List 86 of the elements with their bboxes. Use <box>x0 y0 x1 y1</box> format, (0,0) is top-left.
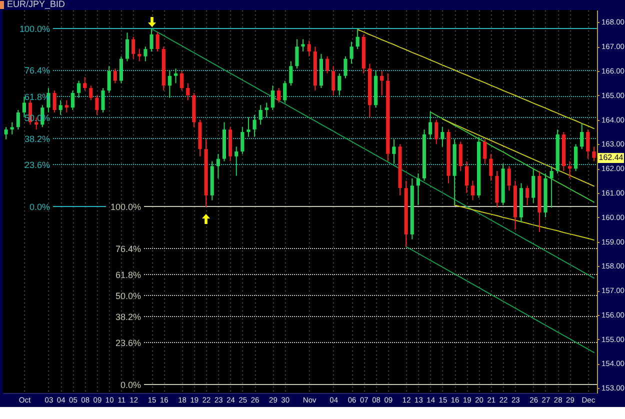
annotation: 38.2% <box>24 134 50 144</box>
candlestick <box>344 56 348 79</box>
candlestick <box>392 138 396 164</box>
candlestick <box>76 80 81 98</box>
candlestick <box>532 168 536 204</box>
candlestick <box>95 94 99 116</box>
candlestick <box>58 100 62 116</box>
candlestick <box>458 141 462 172</box>
candlestick <box>64 100 68 113</box>
annotation: 23.6% <box>115 338 141 348</box>
annotation: 76.4% <box>115 244 141 254</box>
candlestick <box>150 28 154 52</box>
candlestick <box>307 40 311 57</box>
candlestick <box>16 110 20 130</box>
candlestick <box>580 122 584 150</box>
candlestick <box>289 60 293 86</box>
candlestick <box>101 88 105 113</box>
candlestick <box>132 36 136 60</box>
candlestick <box>138 48 142 62</box>
annotation: 38.2% <box>115 312 141 322</box>
candlestick <box>168 70 172 98</box>
line-series <box>442 118 594 187</box>
line-series <box>357 29 594 130</box>
candlestick <box>507 166 511 192</box>
candlestick <box>525 185 530 206</box>
candlestick <box>240 126 244 154</box>
candlestick <box>70 90 75 111</box>
candlestick <box>592 146 596 162</box>
text: 162.44 <box>598 152 624 163</box>
candlestick <box>270 85 275 111</box>
candlestick <box>440 126 444 148</box>
line-series <box>151 28 594 279</box>
candlestick <box>416 172 420 206</box>
annotation: 100.0% <box>110 202 141 212</box>
candlestick <box>125 32 130 62</box>
candlestick <box>258 104 262 126</box>
candlestick <box>4 126 8 140</box>
candlestick <box>380 70 384 96</box>
candlestick <box>52 90 56 113</box>
candlestick <box>156 31 160 52</box>
candlestick <box>295 38 299 70</box>
candlestick <box>470 180 475 201</box>
candlestick <box>246 116 250 138</box>
candlestick <box>301 38 305 52</box>
candlestick <box>252 114 256 138</box>
chart-title: EUR/JPY_BID <box>7 0 66 9</box>
annotation: 61.8% <box>115 270 141 280</box>
annotation: 0.0% <box>29 202 50 212</box>
annotation: 100.0% <box>19 24 50 34</box>
candlestick <box>119 56 123 84</box>
line-series <box>454 204 594 241</box>
line-series <box>406 246 594 354</box>
candlestick <box>428 111 432 140</box>
candlestick <box>276 88 281 104</box>
candlestick <box>83 76 87 92</box>
candlestick <box>568 160 572 179</box>
annotation: 23.6% <box>24 160 50 170</box>
candlestick <box>10 122 14 135</box>
candlestick <box>216 153 220 179</box>
candlestick <box>180 70 184 92</box>
candlestick <box>186 82 190 101</box>
candlestick <box>234 146 238 176</box>
candlestick <box>89 85 93 101</box>
candlestick <box>325 56 330 74</box>
candlestick <box>489 153 493 182</box>
candlestick <box>350 41 354 64</box>
candlestick <box>550 166 554 208</box>
candlestick <box>464 160 468 194</box>
candlestick <box>586 129 590 160</box>
annotation: 50.0% <box>115 290 141 301</box>
candlestick <box>434 119 438 145</box>
annotation: 76.4% <box>24 66 50 76</box>
candlestick <box>332 66 336 96</box>
candlestick <box>107 66 111 94</box>
candlestick <box>174 68 178 84</box>
candlestick <box>144 46 148 62</box>
candlestick <box>264 102 268 118</box>
line-series <box>430 111 594 203</box>
annotation: 0.0% <box>120 380 141 390</box>
candlestick <box>113 68 117 84</box>
candlestick <box>574 144 578 172</box>
candlestick <box>356 29 360 50</box>
candlestick <box>22 96 26 118</box>
candlestick <box>338 72 342 96</box>
candlestick <box>283 80 287 104</box>
candlestick <box>483 138 487 164</box>
